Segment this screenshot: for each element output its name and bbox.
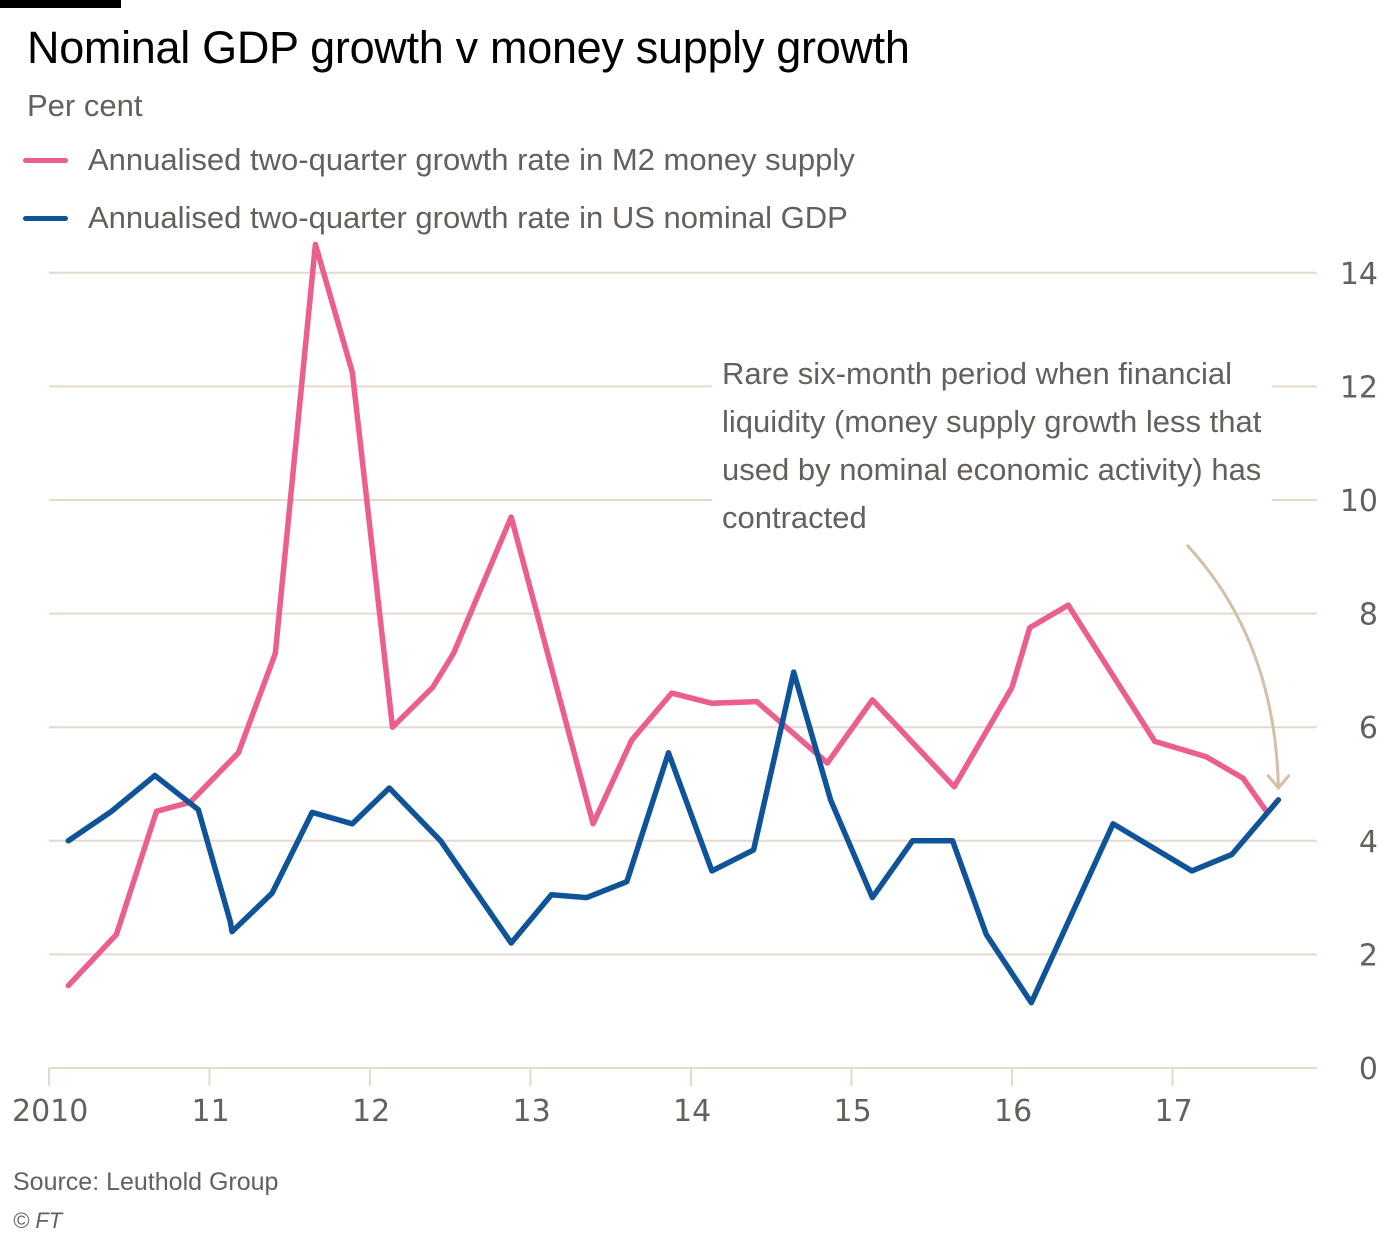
x-tick-label: 13 bbox=[513, 1094, 551, 1129]
y-tick-label: 12 bbox=[1340, 370, 1378, 405]
annotation-text: Rare six-month period when financial liq… bbox=[712, 350, 1272, 542]
gridlines bbox=[49, 271, 1317, 1069]
annotation-arrow bbox=[1185, 543, 1280, 788]
legend-swatch-m2 bbox=[23, 157, 68, 163]
legend-swatch-gdp bbox=[23, 215, 68, 221]
x-tick-label: 2010 bbox=[12, 1094, 88, 1129]
source-note: Source: Leuthold Group bbox=[13, 1168, 279, 1196]
y-tick-label: 4 bbox=[1359, 825, 1378, 860]
legend-item-gdp: Annualised two-quarter growth rate in US… bbox=[23, 198, 848, 238]
x-tick-label: 15 bbox=[834, 1094, 872, 1129]
y-tick-label: 10 bbox=[1340, 484, 1378, 519]
brand-top-bar bbox=[0, 0, 121, 8]
y-tick-label: 8 bbox=[1359, 598, 1378, 633]
x-axis: 2010 11 12 13 14 15 16 17 bbox=[12, 1068, 1193, 1129]
y-tick-label: 2 bbox=[1359, 938, 1378, 973]
x-tick-label: 14 bbox=[673, 1094, 711, 1129]
chart-title: Nominal GDP growth v money supply growth bbox=[27, 22, 910, 73]
copyright-note: © FT bbox=[13, 1208, 63, 1233]
legend-item-m2: Annualised two-quarter growth rate in M2… bbox=[23, 140, 855, 180]
y-tick-label: 14 bbox=[1340, 257, 1378, 292]
y-tick-label: 0 bbox=[1359, 1052, 1378, 1087]
chart-subtitle: Per cent bbox=[27, 88, 143, 123]
x-tick-label: 16 bbox=[994, 1094, 1032, 1129]
series-lines bbox=[65, 241, 1282, 1006]
x-tick-label: 17 bbox=[1155, 1094, 1193, 1129]
y-axis: 0 2 4 6 8 10 12 14 bbox=[1340, 257, 1378, 1087]
annotation-arrow-group bbox=[1185, 543, 1291, 791]
annotation-arrowhead-icon bbox=[1266, 773, 1291, 791]
y-tick-label: 6 bbox=[1359, 711, 1378, 746]
legend-label-m2: Annualised two-quarter growth rate in M2… bbox=[88, 142, 855, 177]
legend-label-gdp: Annualised two-quarter growth rate in US… bbox=[88, 200, 848, 235]
x-tick-label: 11 bbox=[192, 1094, 230, 1129]
x-tick-label: 12 bbox=[352, 1094, 390, 1129]
